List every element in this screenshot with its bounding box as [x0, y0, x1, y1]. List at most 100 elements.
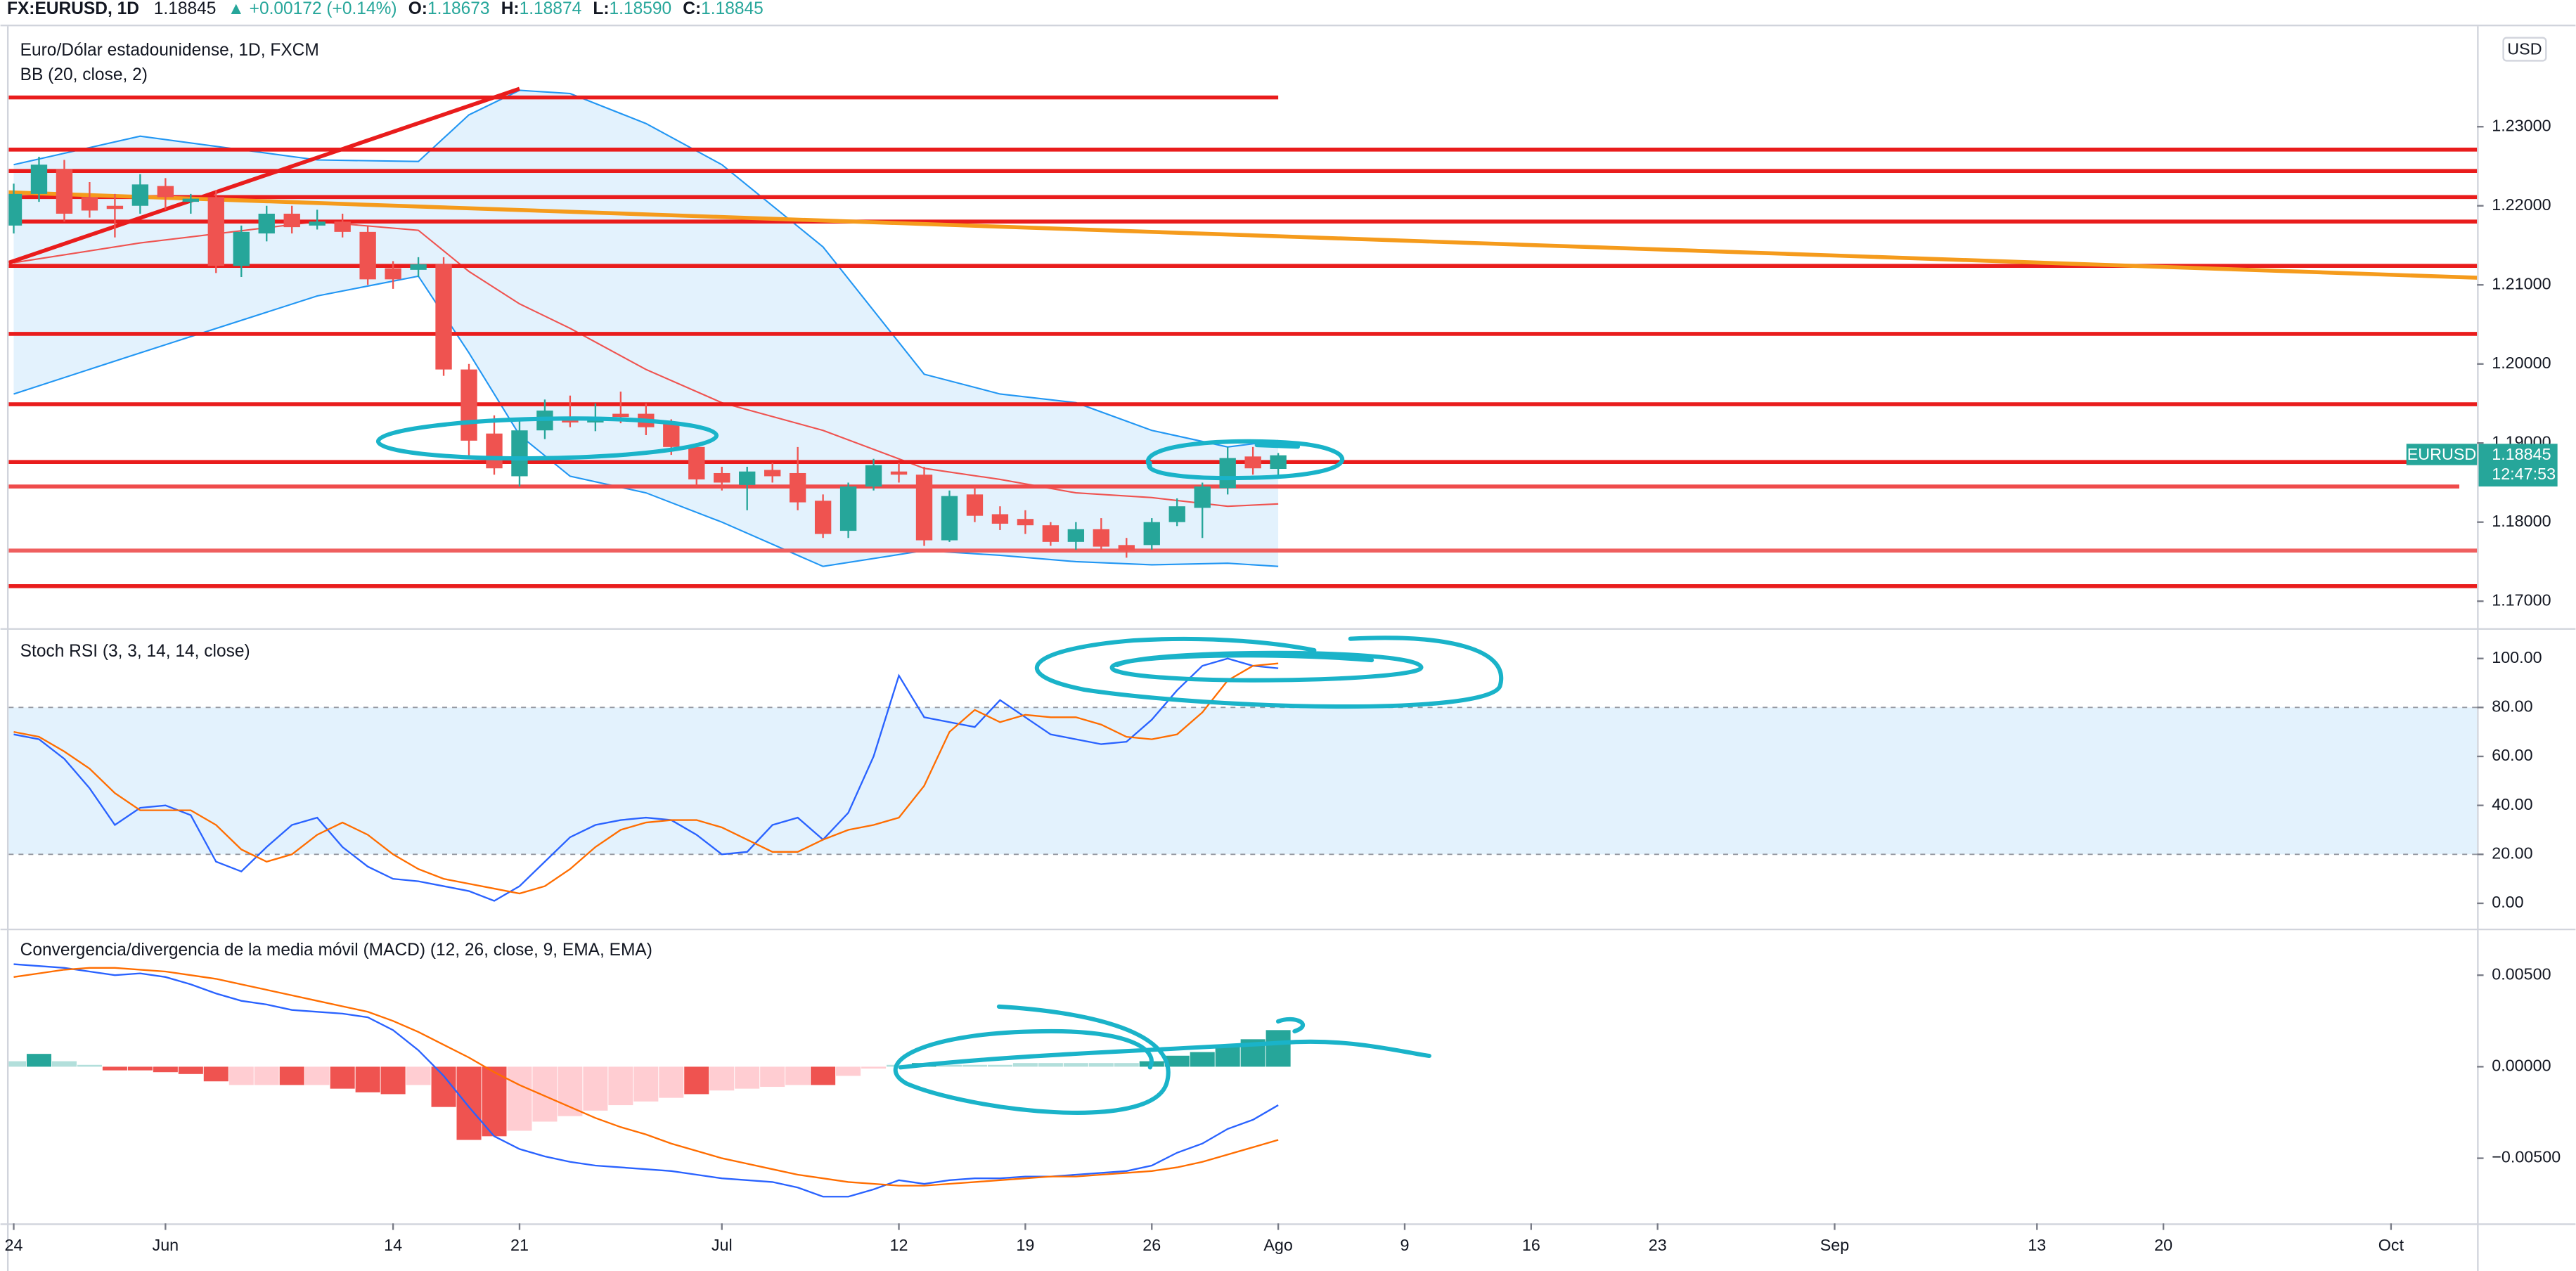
- candle-body: [435, 264, 452, 370]
- y-tick-label: 0.00500: [2492, 964, 2551, 983]
- ohlc-label: H:: [501, 0, 520, 18]
- histogram-bar: [507, 1066, 532, 1131]
- trend-line: [8, 86, 520, 265]
- price: 1.18845: [154, 0, 217, 18]
- candle-body: [966, 494, 984, 516]
- y-tick-label: 1.18000: [2492, 512, 2551, 530]
- candle-body: [941, 496, 958, 541]
- candle-body: [1270, 455, 1287, 469]
- annotation: [1275, 1017, 1306, 1033]
- x-tick-label: Jun: [153, 1236, 179, 1254]
- stoch-pane: [8, 657, 2478, 902]
- countdown: 12:47:53: [2492, 465, 2556, 483]
- currency-box[interactable]: [2502, 37, 2547, 62]
- histogram-bar: [1012, 1063, 1038, 1067]
- ohlc-value: 1.18590: [610, 0, 672, 18]
- y-tick-label: 1.20000: [2492, 354, 2551, 372]
- x-tick-label: 20: [2154, 1236, 2172, 1254]
- bb-band: [13, 90, 1279, 567]
- candle-body: [1194, 486, 1211, 508]
- x-tick-label: Ago: [1263, 1236, 1293, 1254]
- x-tick-label: 9: [1400, 1236, 1409, 1254]
- candle-body: [714, 472, 730, 483]
- histogram-bar: [583, 1066, 608, 1111]
- candle-body: [511, 430, 528, 477]
- symbol-label: EURUSD: [2407, 445, 2477, 463]
- candle-body: [359, 231, 376, 280]
- histogram-bar: [304, 1066, 330, 1085]
- ohlc-value: 1.18845: [701, 0, 764, 18]
- candle-body: [688, 446, 705, 479]
- histogram-bar: [1266, 1030, 1291, 1067]
- histogram-bar: [785, 1066, 811, 1085]
- candle-body: [182, 198, 199, 202]
- x-tick-label: 19: [1016, 1236, 1034, 1254]
- y-tick-label: 60.00: [2492, 746, 2532, 764]
- pane-title: Convergencia/divergencia de la media móv…: [20, 941, 652, 960]
- pane-title: Euro/Dólar estadounidense, 1D, FXCM: [20, 41, 319, 60]
- candle-body: [8, 193, 22, 226]
- y-tick-label: 40.00: [2492, 795, 2532, 813]
- candle-body: [207, 197, 224, 266]
- last-price-box: [2478, 444, 2558, 487]
- candle-body: [814, 501, 832, 534]
- histogram-bar: [254, 1066, 279, 1085]
- histogram-bar: [936, 1064, 962, 1067]
- histogram-bar: [228, 1066, 254, 1085]
- candle-body: [309, 221, 326, 226]
- y-tick-label: 100.00: [2492, 648, 2542, 666]
- histogram-bar: [532, 1066, 558, 1122]
- y-tick-label: 0.00: [2492, 893, 2523, 911]
- histogram-bar: [987, 1064, 1012, 1067]
- ohlc-value: 1.18673: [427, 0, 490, 18]
- histogram-bar: [1038, 1063, 1063, 1067]
- candle-body: [410, 264, 427, 270]
- histogram-bar: [558, 1066, 583, 1116]
- x-tick-label: Jul: [711, 1236, 733, 1254]
- candle-body: [839, 486, 857, 531]
- candle-body: [663, 424, 680, 447]
- histogram-bar: [279, 1066, 304, 1085]
- y-tick-label: −0.00500: [2492, 1148, 2561, 1166]
- y-tick-label: 80.00: [2492, 697, 2532, 716]
- ohlc-label: L:: [593, 0, 609, 18]
- annotation: [893, 1004, 1171, 1115]
- histogram-bar: [355, 1066, 380, 1092]
- candle-body: [258, 213, 275, 234]
- candle-body: [1017, 519, 1034, 526]
- y-tick-label: 1.23000: [2492, 116, 2551, 134]
- last-price: 1.18845: [2492, 445, 2551, 463]
- change: ▲ +0.00172 (+0.14%): [228, 0, 397, 18]
- candle-body: [1093, 529, 1109, 547]
- histogram-bar: [153, 1066, 178, 1073]
- bb-line: [13, 275, 1279, 567]
- x-tick-label: 16: [1522, 1236, 1540, 1254]
- candle-body: [865, 465, 882, 487]
- candle-body: [1067, 529, 1085, 542]
- histogram-bar: [760, 1066, 785, 1088]
- candle-body: [1219, 458, 1236, 489]
- x-tick-label: 21: [510, 1236, 529, 1254]
- histogram-bar: [330, 1066, 355, 1089]
- annotation: [1034, 636, 1504, 709]
- candle-body: [612, 413, 629, 418]
- y-tick-label: 1.17000: [2492, 591, 2551, 609]
- y-tick-label: 20.00: [2492, 844, 2532, 862]
- histogram-bar: [684, 1066, 709, 1095]
- candle-body: [81, 197, 98, 211]
- x-tick-label: 24: [5, 1236, 23, 1254]
- candle-body: [1244, 456, 1261, 469]
- histogram-bar: [380, 1066, 406, 1095]
- ohlc-label: C:: [683, 0, 701, 18]
- histogram-bar: [203, 1066, 228, 1082]
- candle-body: [1042, 525, 1060, 542]
- histogram-bar: [962, 1064, 987, 1067]
- annotation: [898, 1039, 1431, 1070]
- histogram-bar: [8, 1061, 27, 1067]
- histogram-bar: [1063, 1063, 1088, 1067]
- candle-body: [131, 184, 149, 206]
- series-line: [13, 963, 1279, 1198]
- series-line: [13, 657, 1279, 902]
